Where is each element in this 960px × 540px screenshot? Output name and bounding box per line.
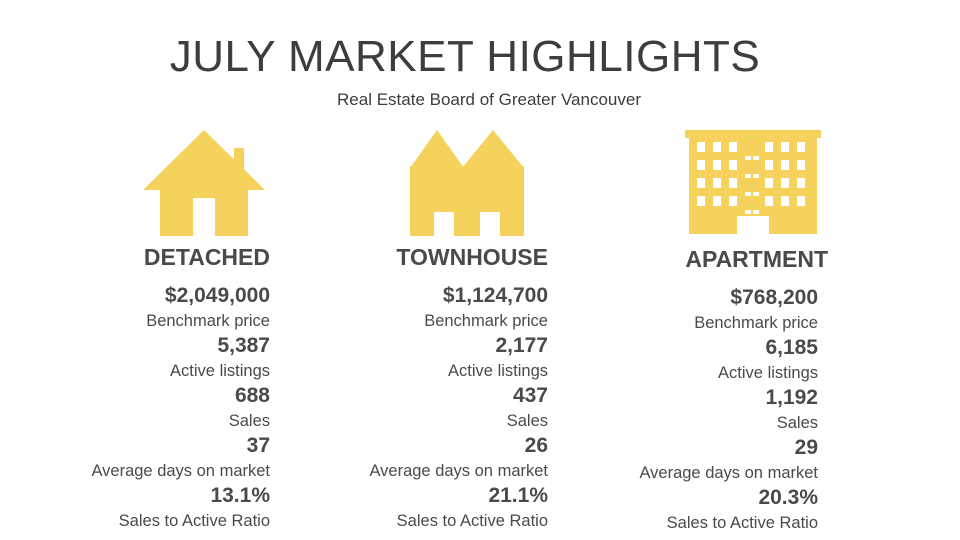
window-shape: [765, 142, 773, 152]
window-shape: [781, 196, 789, 206]
days-on-market-label: Average days on market: [91, 462, 270, 480]
window-shape: [753, 156, 759, 160]
window-shape: [713, 142, 721, 152]
benchmark-price-label: Benchmark price: [694, 314, 818, 332]
window-shape: [729, 142, 737, 152]
page-subtitle: Real Estate Board of Greater Vancouver: [337, 90, 641, 109]
window-shape: [781, 178, 789, 188]
days-on-market-label: Average days on market: [369, 462, 548, 480]
sales-ratio-label: Sales to Active Ratio: [396, 512, 548, 530]
apartment-icon: [685, 130, 821, 234]
window-shape: [713, 178, 721, 188]
category-name: APARTMENT: [685, 246, 828, 272]
active-listings-label: Active listings: [448, 362, 548, 380]
window-shape: [713, 160, 721, 170]
window-shape: [745, 210, 751, 214]
days-on-market-value: 29: [794, 436, 818, 459]
active-listings-value: 6,185: [765, 336, 818, 359]
window-shape: [781, 142, 789, 152]
category-name: DETACHED: [143, 244, 270, 270]
sales-ratio-value: 21.1%: [488, 484, 548, 507]
window-shape: [729, 178, 737, 188]
window-shape: [697, 160, 705, 170]
sales-ratio-label: Sales to Active Ratio: [666, 514, 818, 532]
active-listings-label: Active listings: [170, 362, 270, 380]
active-listings-value: 2,177: [495, 334, 548, 357]
benchmark-price-label: Benchmark price: [424, 312, 548, 330]
active-listings-value: 5,387: [217, 334, 270, 357]
active-listings-label: Active listings: [718, 364, 818, 382]
window-shape: [797, 178, 805, 188]
window-shape: [697, 196, 705, 206]
window-shape: [745, 192, 751, 196]
window-shape: [697, 142, 705, 152]
page-title: JULY MARKET HIGHLIGHTS: [169, 32, 761, 81]
category-apartment: APARTMENT $768,200 Benchmark price 6,185…: [600, 245, 828, 535]
benchmark-price-label: Benchmark price: [146, 312, 270, 330]
house-icon: [143, 130, 265, 236]
days-on-market-label: Average days on market: [639, 464, 818, 482]
sales-ratio-label: Sales to Active Ratio: [118, 512, 270, 530]
days-on-market-value: 37: [246, 434, 270, 457]
sales-label: Sales: [228, 412, 270, 430]
window-shape: [765, 160, 773, 170]
window-shape: [797, 142, 805, 152]
window-shape: [765, 196, 773, 206]
window-shape: [797, 196, 805, 206]
days-on-market-value: 26: [524, 434, 548, 457]
window-shape: [753, 210, 759, 214]
benchmark-price-value: $768,200: [730, 286, 818, 309]
category-name: TOWNHOUSE: [396, 244, 548, 270]
category-townhouse: TOWNHOUSE $1,124,700 Benchmark price 2,1…: [338, 243, 548, 533]
window-shape: [781, 160, 789, 170]
window-shape: [729, 160, 737, 170]
benchmark-price-value: $2,049,000: [164, 284, 270, 307]
sales-value: 688: [234, 384, 270, 407]
sales-ratio-value: 20.3%: [758, 486, 818, 509]
window-shape: [765, 178, 773, 188]
sales-ratio-value: 13.1%: [210, 484, 270, 507]
sales-label: Sales: [776, 414, 818, 432]
window-shape: [797, 160, 805, 170]
window-shape: [729, 196, 737, 206]
townhouse-icon: [410, 130, 524, 236]
benchmark-price-value: $1,124,700: [442, 284, 548, 307]
category-detached: DETACHED $2,049,000 Benchmark price 5,38…: [60, 243, 270, 533]
window-shape: [753, 174, 759, 178]
window-shape: [697, 178, 705, 188]
window-shape: [745, 174, 751, 178]
window-shape: [713, 196, 721, 206]
sales-label: Sales: [506, 412, 548, 430]
window-shape: [745, 156, 751, 160]
window-shape: [753, 192, 759, 196]
sales-value: 1,192: [765, 386, 818, 409]
sales-value: 437: [512, 384, 548, 407]
